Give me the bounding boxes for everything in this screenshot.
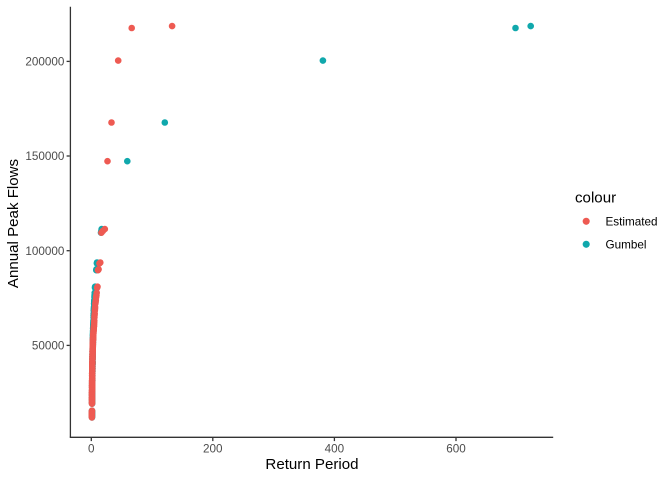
svg-text:150000: 150000 — [25, 150, 65, 163]
svg-text:600: 600 — [446, 443, 466, 456]
svg-text:colour: colour — [575, 190, 616, 207]
svg-text:Gumbel: Gumbel — [606, 239, 647, 252]
svg-text:100000: 100000 — [25, 245, 65, 258]
svg-text:Return Period: Return Period — [265, 456, 358, 473]
svg-text:0: 0 — [88, 443, 95, 456]
svg-text:Estimated: Estimated — [606, 216, 658, 229]
svg-text:200: 200 — [203, 443, 223, 456]
svg-text:50000: 50000 — [32, 340, 65, 353]
svg-text:400: 400 — [325, 443, 345, 456]
svg-text:Annual Peak Flows: Annual Peak Flows — [5, 159, 22, 288]
svg-text:200000: 200000 — [25, 56, 65, 69]
